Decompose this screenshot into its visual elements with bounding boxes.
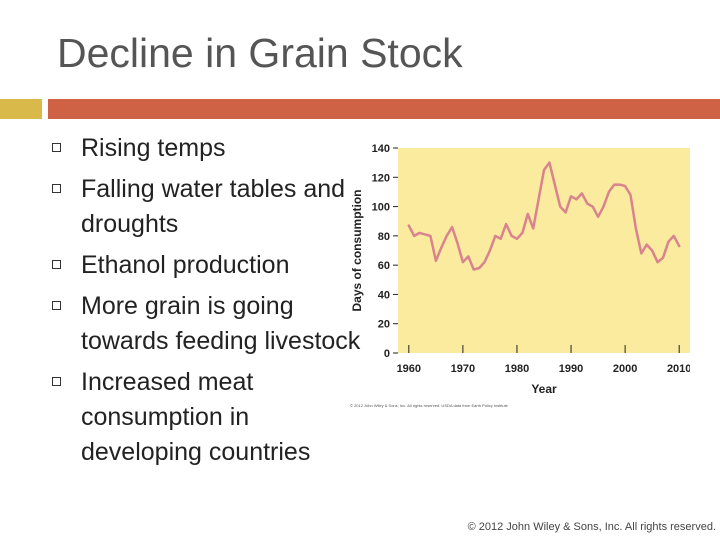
bullet-text: More grain is going towards feeding live…: [81, 292, 361, 355]
slide-title: Decline in Grain Stock: [57, 30, 463, 76]
y-tick-label: 40: [378, 289, 390, 301]
x-tick-label: 2000: [613, 363, 637, 375]
y-tick-label: 100: [372, 202, 390, 214]
x-tick-label: 1990: [559, 363, 583, 375]
bullet-list: Rising temps Falling water tables and dr…: [52, 131, 362, 476]
bullet-box-icon: [52, 301, 61, 310]
accent-bar-gold: [0, 99, 42, 119]
series-line: [407, 161, 681, 271]
y-tick-label: 0: [384, 348, 390, 360]
bullet-item: Falling water tables and droughts: [52, 172, 362, 242]
x-tick-label: 1970: [451, 363, 475, 375]
bullet-item: More grain is going towards feeding live…: [52, 289, 362, 359]
grain-stock-chart: 0 20 40 60 80 100 120 140 1960 1970 1980 1990 2000 20…: [350, 143, 690, 396]
y-tick-label: 80: [378, 231, 390, 243]
y-tick-label: 120: [372, 172, 390, 184]
plot-area: [398, 148, 690, 353]
bullet-box-icon: [52, 143, 61, 152]
y-tick-label: 60: [378, 260, 390, 272]
y-axis-label: Days of consumption: [350, 189, 364, 311]
y-tick-label: 20: [378, 319, 390, 331]
x-tick-label: 1980: [505, 363, 529, 375]
x-tick-label: 2010: [667, 363, 690, 375]
bullet-item: Increased meat consumption in developing…: [52, 365, 362, 470]
bullet-item: Rising temps: [52, 131, 362, 166]
bullet-text: Ethanol production: [81, 251, 290, 279]
y-tick-label: 140: [372, 143, 390, 155]
accent-bar-red: [48, 99, 720, 119]
bullet-box-icon: [52, 260, 61, 269]
bullet-text: Increased meat consumption in developing…: [81, 368, 311, 466]
x-tick-label: 1960: [397, 363, 421, 375]
bullet-text: Rising temps: [81, 134, 226, 162]
bullet-box-icon: [52, 184, 61, 193]
axis-ticks: 0 20 40 60 80 100 120 140 1960 1970 1980 1990 2000 20…: [372, 143, 690, 375]
bullet-box-icon: [52, 377, 61, 386]
figure-credit: © 2012 John Wiley & Sons, Inc. All right…: [350, 403, 508, 408]
bullet-text: Falling water tables and droughts: [81, 175, 346, 238]
x-axis-label: Year: [531, 382, 557, 396]
copyright-text: © 2012 John Wiley & Sons, Inc. All right…: [467, 521, 716, 533]
bullet-item: Ethanol production: [52, 248, 362, 283]
